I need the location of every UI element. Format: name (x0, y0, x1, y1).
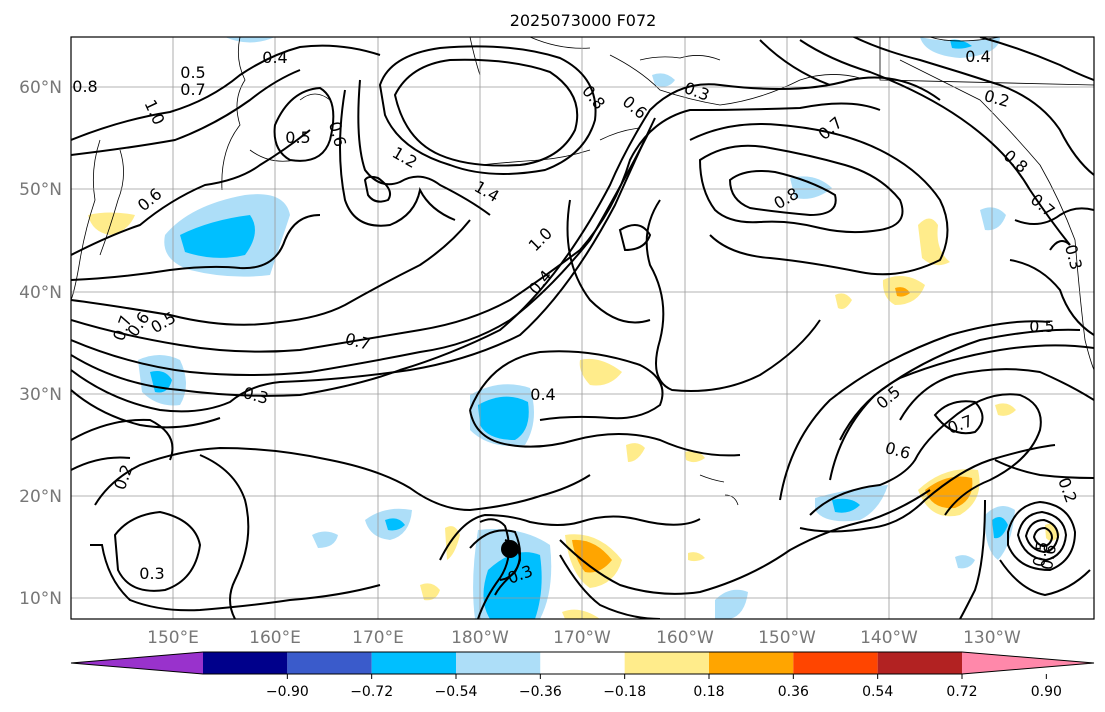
longitude-labels: 150°E 160°E 170°E 180°W 170°W 160°W 150°… (147, 628, 1021, 648)
lon-label: 180°W (451, 628, 509, 648)
colorbar-label: 0.54 (862, 684, 893, 700)
contour-label: 0.3 (139, 564, 164, 583)
lat-label: 30°N (19, 385, 62, 405)
colorbar-swatch (709, 652, 794, 674)
colorbar-label: 0.36 (778, 684, 809, 700)
lon-label: 140°W (860, 628, 918, 648)
tropical-cyclone-center (501, 540, 519, 558)
map-area: 0.8 0.5 0.7 0.4 1.0 0.5 0.6 0.6 0.7 0.6 … (71, 37, 1094, 619)
colorbar-swatch (793, 652, 878, 674)
lat-label: 20°N (19, 487, 62, 507)
colorbar-swatch (203, 652, 288, 674)
contour-label: 0.4 (262, 48, 287, 67)
colorbar-swatch (877, 652, 962, 674)
colorbar-swatch (456, 652, 541, 674)
anomaly-shading (88, 37, 1060, 619)
latitude-labels: 60°N 50°N 40°N 30°N 20°N 10°N (19, 78, 62, 609)
colorbar-label: −0.72 (350, 684, 393, 700)
colorbar-swatch (287, 652, 372, 674)
contour-label: 0.7 (180, 80, 205, 99)
colorbar-extend-low (71, 652, 203, 674)
lat-label: 50°N (19, 180, 62, 200)
colorbar-label: −0.90 (266, 684, 309, 700)
colorbar-outline (70, 651, 1095, 675)
contour-label: 0.5 (285, 128, 310, 147)
lon-label: 150°W (758, 628, 816, 648)
colorbar-label: 0.72 (946, 684, 977, 700)
map-title: 2025073000 F072 (510, 11, 657, 30)
contour-lines (71, 37, 1094, 619)
colorbar-swatch (624, 652, 709, 674)
lat-label: 10°N (19, 589, 62, 609)
map-frame (70, 36, 1095, 620)
lon-label: 130°W (963, 628, 1021, 648)
contour-label: 0.5 (1029, 540, 1052, 568)
contour-label: 0.4 (530, 385, 555, 404)
lat-label: 60°N (19, 78, 62, 98)
lon-label: 170°W (553, 628, 611, 648)
colorbar-label: −0.54 (435, 684, 478, 700)
contour-label: 0.6 (1037, 543, 1060, 571)
colorbar-extend-high (962, 652, 1094, 674)
lon-label: 170°E (352, 628, 404, 648)
graticule (71, 37, 1094, 619)
contour-label: 0.8 (72, 77, 97, 96)
colorbar-swatch (371, 652, 456, 674)
colorbar: −0.90 −0.72 −0.54 −0.36 −0.18 0.18 0.36 0.54 0.7… (70, 651, 1095, 700)
lon-label: 160°E (249, 628, 301, 648)
contour-label: 0.5 (180, 63, 205, 82)
contour-label: 0.4 (965, 47, 990, 66)
colorbar-label: −0.18 (603, 684, 646, 700)
colorbar-swatch (540, 652, 625, 674)
lon-label: 160°W (656, 628, 714, 648)
contour-label: 0.5 (1029, 317, 1054, 336)
colorbar-label: 0.90 (1031, 684, 1062, 700)
lon-label: 150°E (147, 628, 199, 648)
colorbar-label: −0.36 (519, 684, 562, 700)
colorbar-label: 0.18 (693, 684, 724, 700)
lat-label: 40°N (19, 283, 62, 303)
